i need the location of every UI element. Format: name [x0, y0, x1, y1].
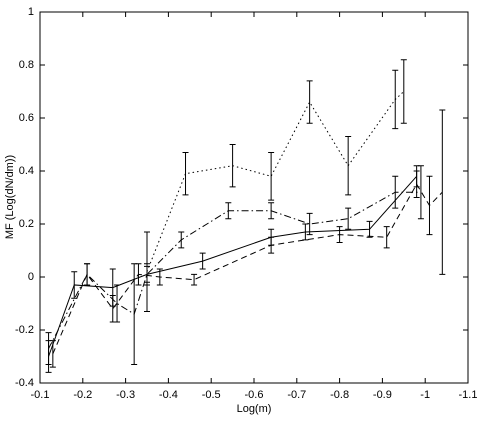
error-bar [366, 220, 373, 238]
error-bar [306, 212, 313, 236]
error-bar [439, 109, 446, 275]
error-bar [306, 80, 313, 124]
x-tick-label: -0.5 [202, 389, 221, 401]
error-bar [392, 175, 399, 209]
error-bar [336, 226, 343, 244]
error-bar [49, 340, 56, 368]
y-tick-label: 0.6 [19, 112, 34, 124]
y-tick-label: -0.4 [15, 377, 34, 389]
error-bar [178, 231, 185, 249]
error-bar [114, 284, 121, 323]
error-bar [383, 226, 390, 249]
error-bar [84, 263, 91, 286]
error-bar [229, 144, 236, 188]
error-bar [225, 202, 232, 220]
error-bar [45, 332, 52, 365]
error-bar [144, 231, 150, 312]
y-tick-label: 1 [28, 6, 34, 18]
y-tick-label: 0.4 [19, 165, 34, 177]
error-bar [345, 207, 352, 230]
x-tick-label: -0.8 [330, 389, 349, 401]
y-tick-label: 0 [28, 271, 34, 283]
error-bar [400, 59, 407, 124]
x-axis-label: Log(m) [237, 403, 272, 415]
error-bar [156, 268, 163, 286]
x-tick-label: -0.1 [31, 389, 50, 401]
x-tick-label: -1 [420, 389, 430, 401]
error-bar [191, 273, 198, 286]
x-tick-label: -0.6 [245, 389, 264, 401]
x-tick-label: -0.4 [159, 389, 178, 401]
y-tick-label: 0.8 [19, 59, 34, 71]
error-bar [345, 136, 352, 196]
error-bar [199, 252, 206, 270]
x-tick-label: -0.7 [287, 389, 306, 401]
x-tick-label: -0.3 [116, 389, 135, 401]
x-tick-label: -0.9 [373, 389, 392, 401]
series-line [48, 175, 418, 357]
series-line [146, 91, 405, 272]
error-bar [392, 69, 399, 130]
x-tick-label: -1.1 [459, 389, 478, 401]
error-bar [268, 202, 275, 220]
series-line [48, 191, 421, 349]
error-bar [417, 165, 424, 220]
error-bar [268, 236, 275, 254]
error-bar [71, 271, 78, 299]
error-bar [413, 170, 420, 198]
y-tick-label: 0.2 [19, 218, 34, 230]
error-bar [182, 151, 189, 196]
series-line [52, 183, 443, 355]
x-tick-label: -0.2 [73, 389, 92, 401]
y-axis-label: MF (Log(dN/dm)) [4, 155, 16, 239]
error-bar [268, 151, 275, 201]
error-bar [426, 175, 433, 236]
error-bar [131, 263, 138, 365]
y-tick-label: -0.2 [15, 324, 34, 336]
